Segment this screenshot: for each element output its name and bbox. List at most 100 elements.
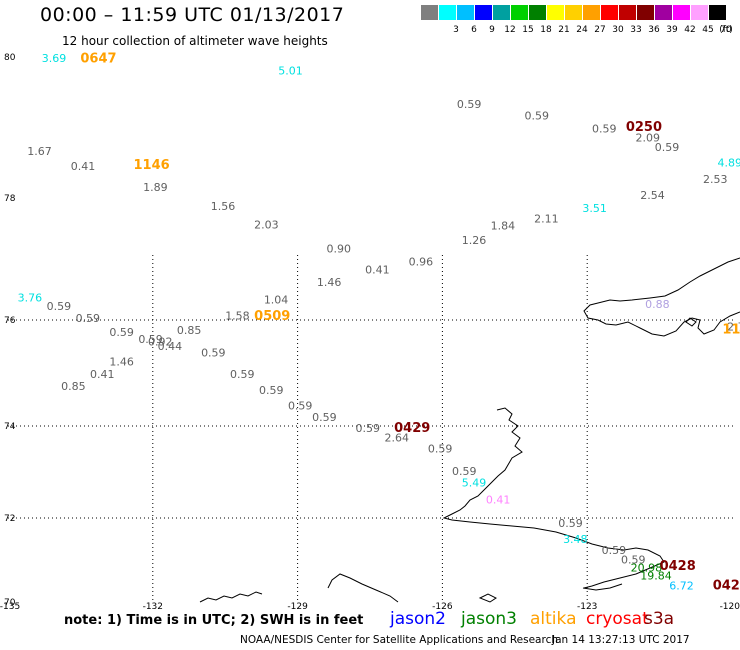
pass-time: 0509	[254, 309, 290, 324]
wave-height-value: 0.59	[655, 141, 680, 154]
wave-height-value: 0.92	[148, 335, 173, 348]
wave-height-value: 0.59	[457, 98, 482, 111]
wave-height-value: 20.98	[631, 561, 663, 574]
wave-height-value: 2.64	[384, 432, 409, 445]
wave-height-value: 2.54	[640, 189, 665, 202]
wave-height-value: 0.59	[602, 544, 627, 557]
coastline	[199, 257, 740, 603]
latitude-label: 76	[4, 316, 16, 326]
colorbar-label: 39	[666, 25, 678, 35]
colorbar-swatch	[439, 5, 456, 20]
wave-height-value: 0.59	[109, 326, 134, 339]
longitude-label: -123	[577, 602, 597, 610]
colorbar-swatch	[493, 5, 510, 20]
colorbar-label: 27	[594, 25, 606, 35]
wave-height-value: 3.48	[563, 533, 588, 546]
wave-height-value: 0.59	[452, 465, 477, 478]
longitude-label: -129	[287, 602, 308, 610]
wave-height-value: 1.58	[225, 309, 250, 322]
pass-time: 0428	[660, 559, 696, 574]
pass-times: 0647 1146 0250 0509 0429 1145 0428 0427	[80, 52, 740, 594]
coastline-headland	[582, 583, 623, 591]
wave-height-value: 5.49	[462, 476, 487, 489]
longitude-label: -132	[143, 602, 163, 610]
wave-height-value: 0.59	[558, 517, 583, 530]
satellite-name: s3a	[644, 609, 675, 629]
wave-height-value: 0.41	[486, 494, 511, 507]
wave-height-value: 0.59	[201, 347, 226, 360]
longitude-label: -126	[432, 602, 453, 610]
pass-time: 0427	[713, 578, 740, 593]
colorbar-label: 30	[612, 25, 624, 35]
wave-height-value: 3.69	[42, 52, 67, 65]
latitude-label: 74	[4, 422, 16, 432]
wave-height-value: 0.59	[621, 553, 646, 566]
wave-height-value: 2.78	[727, 321, 740, 334]
footer-note: note: 1) Time is in UTC; 2) SWH is in fe…	[64, 613, 364, 628]
wave-height-value: 0.59	[259, 384, 284, 397]
wave-height-value: 0.85	[61, 380, 86, 393]
colorbar-swatch	[511, 5, 528, 20]
colorbar-swatch	[691, 5, 708, 20]
colorbar-label: 6	[471, 25, 477, 35]
wave-height-value: 1.84	[491, 220, 515, 233]
longitude-label: -135	[0, 602, 20, 610]
wave-height-value: 1.04	[264, 294, 289, 307]
wave-height-value: 0.44	[158, 340, 183, 353]
colorbar-swatch	[601, 5, 618, 20]
wave-height-value: 2.03	[254, 219, 279, 232]
generated-timestamp: Jan 14 13:27:13 UTC 2017	[552, 634, 690, 646]
wave-height-value: 0.59	[230, 368, 255, 381]
coastline-islet	[685, 317, 697, 327]
wave-height-value: 0.96	[409, 256, 434, 269]
wave-height-value: 5.01	[278, 65, 303, 78]
coastline-island-north	[583, 257, 740, 337]
wave-height-value: 0.59	[288, 400, 313, 413]
pass-time: 1146	[133, 158, 169, 173]
wave-height-value: 0.41	[365, 264, 390, 277]
wave-height-value: 1.46	[109, 356, 134, 369]
latitude-label: 70	[4, 598, 16, 608]
wave-height-value: 0.41	[90, 368, 115, 381]
wave-height-values: 3.695.010.590.590.590.594.892.532.543.51…	[18, 52, 740, 592]
wave-height-value: 2.11	[534, 212, 559, 225]
colorbar-label: 12	[504, 25, 516, 35]
colorbar-label: 70	[720, 25, 732, 35]
wave-height-value: 4.89	[718, 156, 740, 169]
latitude-label: 72	[4, 514, 15, 524]
colorbar-swatch	[565, 5, 582, 20]
coastline-spit	[327, 573, 399, 603]
wave-height-value: 1.67	[27, 145, 52, 158]
satellite-name: jason3	[461, 609, 517, 629]
wave-height-value: 0.59	[524, 110, 549, 123]
wave-height-value: 19.84	[640, 570, 672, 583]
wave-height-value: 0.41	[71, 160, 96, 173]
wave-height-value: 3.76	[18, 292, 43, 305]
colorbar-swatch	[673, 5, 690, 20]
latitude-label: 80	[4, 53, 16, 63]
credit-line: NOAA/NESDIS Center for Satellite Applica…	[240, 634, 558, 646]
satellite-name: jason2	[390, 609, 446, 629]
wave-height-value: 0.59	[47, 300, 72, 313]
colorbar-label: 18	[540, 25, 552, 35]
colorbar-swatch	[421, 5, 438, 20]
colorbar-swatch	[457, 5, 474, 20]
wave-height-value: 1.89	[143, 181, 168, 194]
pass-time: 0429	[394, 421, 430, 436]
altimeter-map: 3.695.010.590.590.590.594.892.532.543.51…	[0, 52, 740, 610]
wave-height-value: 3.51	[582, 202, 607, 215]
wave-height-value: 0.88	[645, 298, 670, 311]
colorbar-label: 24	[576, 25, 588, 35]
pass-time: 1145	[722, 322, 740, 337]
colorbar-swatch	[619, 5, 636, 20]
colorbar-swatch	[709, 5, 726, 20]
colorbar-swatch	[547, 5, 564, 20]
colorbar-label: 3	[453, 25, 459, 35]
wave-height-value: 0.59	[428, 443, 453, 456]
colorbar-swatch	[637, 5, 654, 20]
colorbar-label: 9	[489, 25, 495, 35]
coastline-alaska	[199, 591, 263, 603]
colorbar-swatch	[475, 5, 492, 20]
wave-height-value: 2.09	[635, 132, 660, 145]
colorbar-label: 42	[684, 25, 696, 35]
